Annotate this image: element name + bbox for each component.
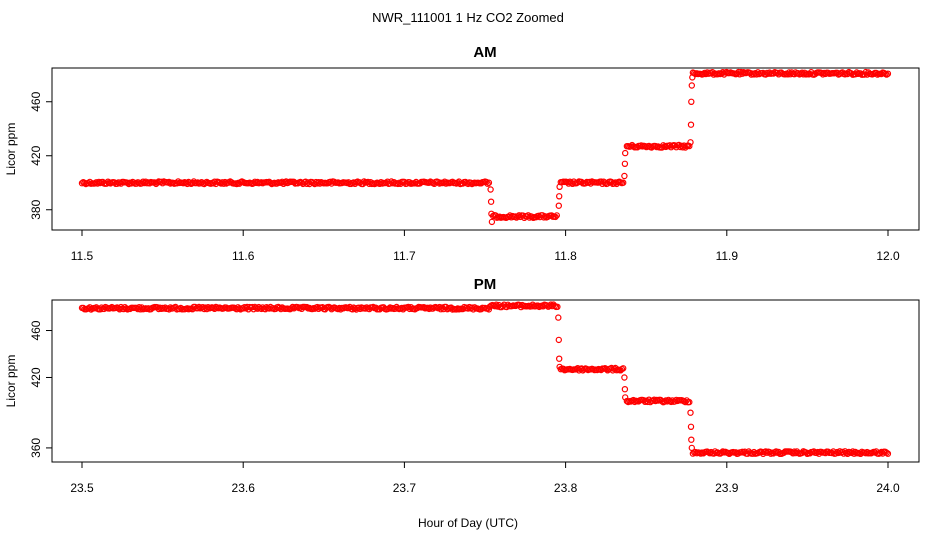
figure-title: NWR_111001 1 Hz CO2 Zoomed bbox=[372, 10, 564, 25]
pm-data-point bbox=[620, 365, 627, 372]
am-data-point bbox=[515, 212, 523, 219]
am-transition-point bbox=[556, 183, 563, 190]
pm-data-point bbox=[554, 303, 561, 310]
am-transition-point bbox=[488, 218, 496, 226]
am-transition-point bbox=[556, 193, 563, 200]
am-data-point bbox=[552, 213, 559, 221]
pm-data-point bbox=[762, 448, 769, 455]
pm-x-axis: 23.5 23.6 23.7 23.8 23.9 24.0 bbox=[70, 461, 900, 495]
am-transition-point bbox=[687, 121, 695, 128]
pm-plot-frame bbox=[51, 299, 920, 463]
pm-transition-point bbox=[621, 386, 629, 393]
pm-transition-point bbox=[555, 314, 562, 321]
pm-transition-point bbox=[556, 363, 563, 371]
am-panel-title: AM bbox=[473, 44, 496, 61]
am-data-point bbox=[686, 142, 693, 150]
pm-data-point bbox=[884, 450, 892, 457]
am-panel: AM 11.5 11.6 11.7 11.8 11.9 12.0 380 420 460 Li… bbox=[4, 44, 920, 263]
am-transition-point bbox=[488, 210, 495, 217]
pm-y-axis: 360 420 460 bbox=[29, 320, 53, 458]
pm-data-point bbox=[547, 301, 555, 308]
am-transition-point bbox=[621, 172, 628, 180]
am-y-tick-label: 460 bbox=[29, 91, 43, 111]
pm-x-tick-label: 24.0 bbox=[876, 481, 900, 495]
pm-transition-point bbox=[622, 394, 629, 401]
pm-transition-point bbox=[687, 423, 695, 430]
x-axis-label: Hour of Day (UTC) bbox=[418, 516, 518, 530]
pm-data-point bbox=[767, 450, 775, 457]
pm-transition-point bbox=[556, 355, 563, 362]
pm-x-tick-label: 23.5 bbox=[70, 481, 94, 495]
am-plot-frame bbox=[51, 67, 920, 231]
am-x-tick-label: 11.5 bbox=[71, 249, 94, 263]
am-y-tick-label: 420 bbox=[29, 145, 43, 165]
pm-x-tick-label: 23.8 bbox=[554, 481, 578, 495]
am-transition-point bbox=[555, 202, 563, 209]
am-data-points bbox=[78, 68, 892, 226]
pm-panel-title: PM bbox=[474, 276, 497, 293]
am-y-axis: 380 420 460 bbox=[29, 91, 53, 220]
pm-data-point bbox=[195, 303, 203, 311]
am-transition-point bbox=[622, 149, 629, 157]
am-x-axis: 11.5 11.6 11.7 11.8 11.9 12.0 bbox=[71, 229, 900, 263]
am-transition-point bbox=[689, 74, 696, 81]
pm-transition-point bbox=[688, 444, 696, 452]
pm-data-points bbox=[78, 301, 892, 457]
am-transition-point bbox=[688, 82, 696, 89]
pm-data-point bbox=[791, 448, 798, 455]
am-transition-point bbox=[621, 160, 629, 167]
pm-transition-point bbox=[621, 374, 628, 381]
am-x-tick-label: 11.8 bbox=[554, 249, 577, 263]
pm-x-tick-label: 23.7 bbox=[393, 481, 417, 495]
am-data-point bbox=[484, 180, 491, 187]
am-data-point bbox=[884, 70, 892, 77]
pm-x-tick-label: 23.9 bbox=[715, 481, 739, 495]
pm-y-tick-label: 460 bbox=[29, 320, 43, 340]
pm-y-axis-label: Licor ppm bbox=[4, 355, 18, 408]
am-transition-point bbox=[687, 139, 694, 146]
am-y-axis-label: Licor ppm bbox=[4, 123, 18, 176]
pm-y-tick-label: 360 bbox=[29, 438, 43, 458]
am-data-point bbox=[553, 212, 561, 219]
am-data-point bbox=[620, 179, 627, 186]
pm-panel: PM 23.5 23.6 23.7 23.8 23.9 24.0 360 420 460 Li… bbox=[4, 276, 920, 495]
am-x-tick-label: 11.7 bbox=[393, 249, 416, 263]
pm-data-point bbox=[667, 398, 675, 406]
pm-transition-point bbox=[688, 436, 695, 443]
am-transition-point bbox=[487, 186, 494, 193]
pm-y-tick-label: 420 bbox=[29, 367, 43, 387]
am-x-tick-label: 12.0 bbox=[876, 249, 900, 263]
pm-data-point bbox=[686, 398, 693, 406]
pm-transition-point bbox=[687, 409, 694, 416]
am-y-tick-label: 380 bbox=[29, 199, 43, 219]
am-data-point bbox=[485, 179, 493, 186]
pm-x-tick-label: 23.6 bbox=[232, 481, 256, 495]
am-transition-point bbox=[688, 98, 695, 106]
am-x-tick-label: 11.6 bbox=[232, 249, 255, 263]
am-x-tick-label: 11.9 bbox=[716, 249, 739, 263]
am-transition-point bbox=[487, 198, 495, 205]
pm-transition-point bbox=[555, 336, 563, 344]
pm-data-point bbox=[883, 449, 890, 456]
